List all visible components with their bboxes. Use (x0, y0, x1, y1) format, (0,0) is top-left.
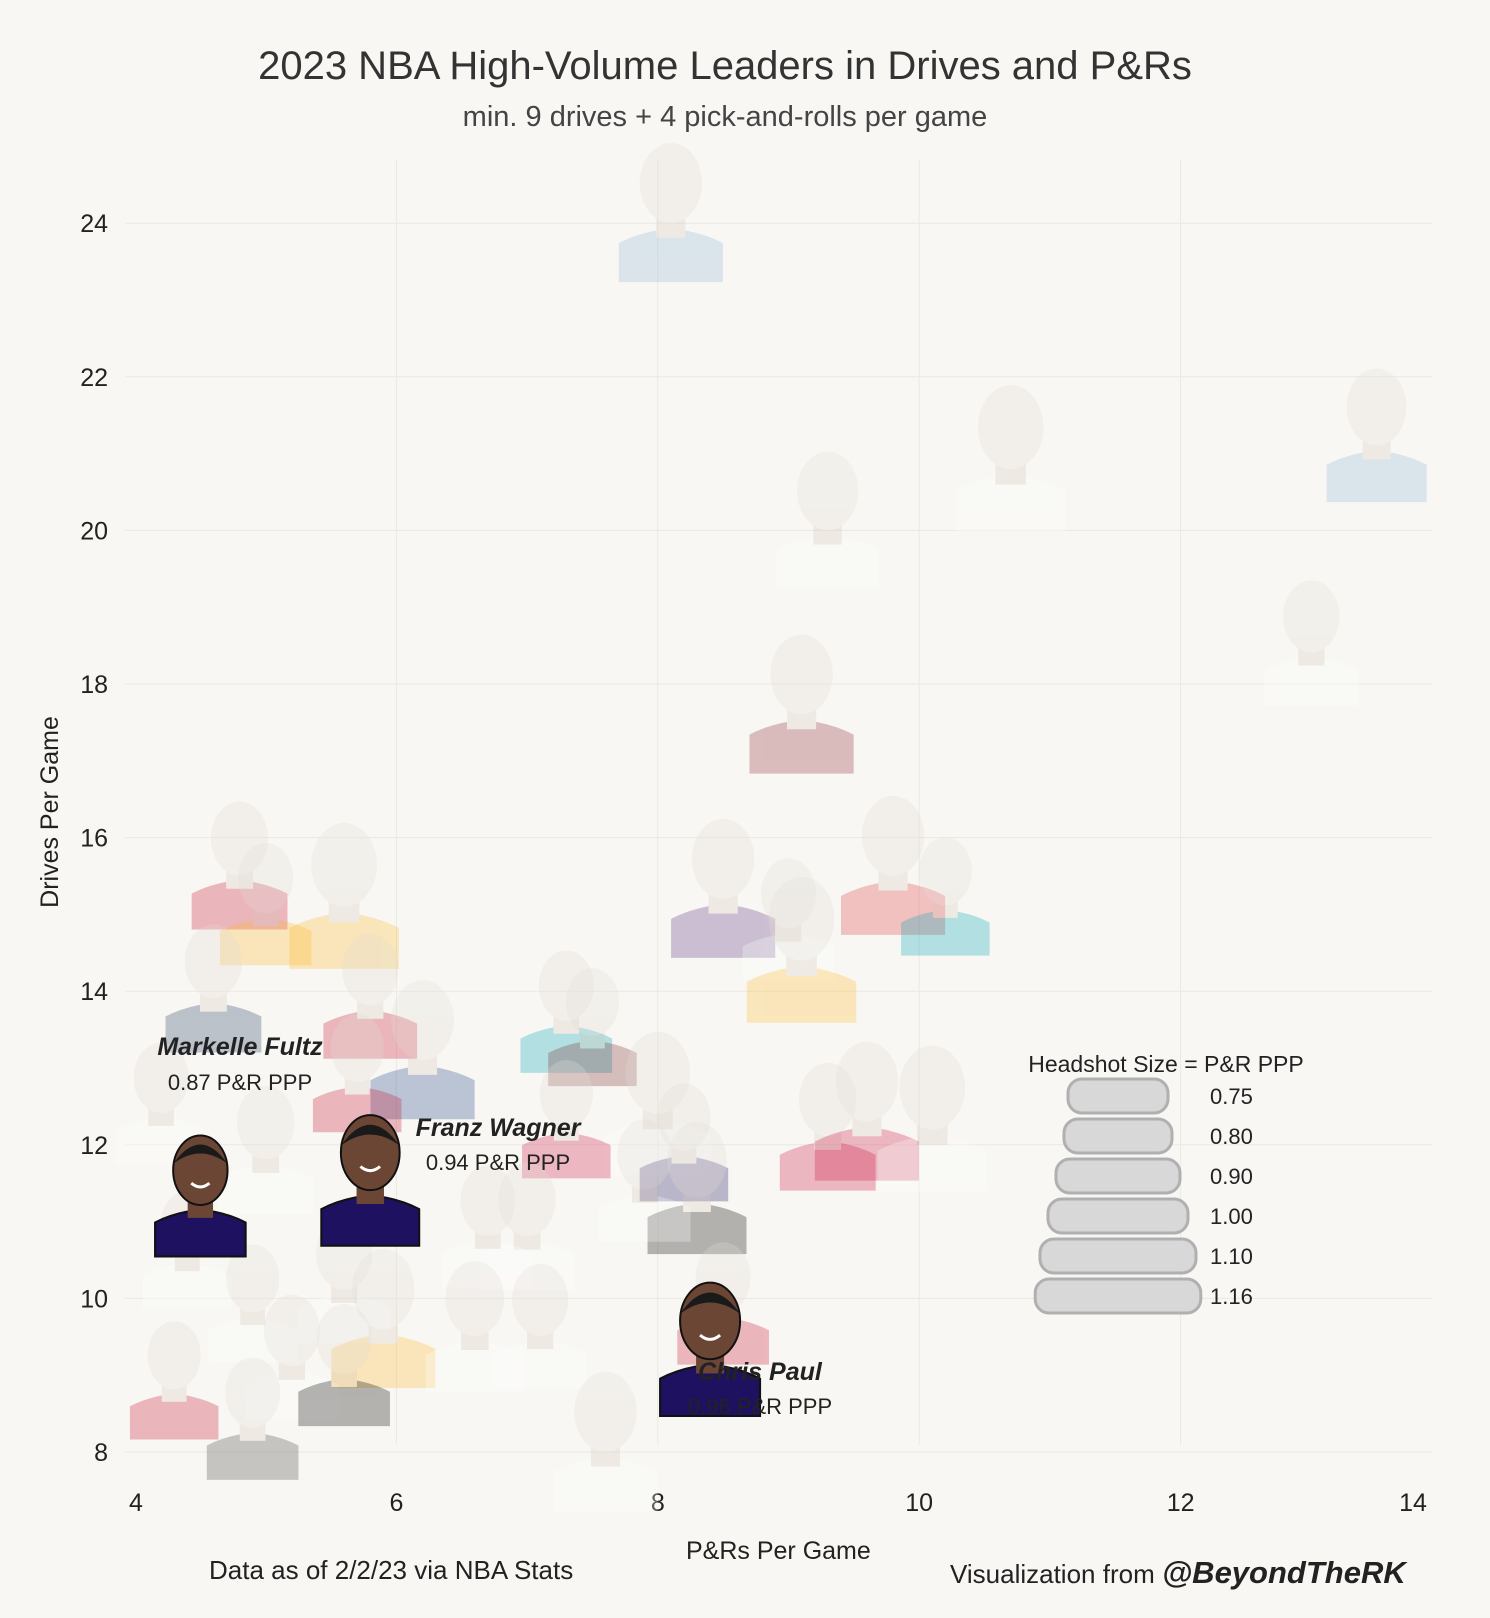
player-headshot (129, 1321, 219, 1440)
player-headshot (165, 924, 262, 1053)
credit-prefix: Visualization from (950, 1559, 1162, 1589)
player-headshot (749, 634, 854, 774)
player-headshot (779, 1062, 876, 1191)
player-ppp-label: 0.96 P&R PPP (688, 1394, 832, 1419)
legend-title: Headshot Size = P&R PPP (1028, 1051, 1304, 1077)
highlighted-player-headshot (154, 1134, 247, 1258)
player-headshot (323, 933, 418, 1059)
legend-item-label: 1.10 (1210, 1244, 1253, 1269)
player-headshot (1264, 580, 1359, 706)
y-tick-label: 10 (80, 1285, 108, 1313)
highlighted-player-headshot (320, 1114, 421, 1247)
player-ppp-label: 0.87 P&R PPP (168, 1070, 312, 1095)
credit-handle[interactable]: @BeyondTheRK (1161, 1555, 1406, 1590)
player-headshot (776, 451, 879, 588)
player-headshot (522, 1060, 611, 1179)
chart-title: 2023 NBA High-Volume Leaders in Drives a… (258, 44, 1192, 88)
y-tick-label: 22 (80, 364, 108, 392)
player-headshot (425, 1260, 524, 1392)
x-tick-label: 6 (389, 1489, 403, 1517)
y-tick-label: 14 (80, 978, 108, 1006)
x-axis-label: P&Rs Per Game (686, 1537, 871, 1565)
legend-size-swatch (1046, 1197, 1190, 1235)
player-headshot (520, 950, 613, 1073)
player-headshot (639, 1083, 729, 1202)
player-headshot (1326, 368, 1427, 503)
player-headshot (479, 1162, 576, 1291)
x-tick-label: 12 (1167, 1489, 1195, 1517)
x-tick-label: 14 (1399, 1489, 1427, 1517)
y-tick-label: 8 (94, 1439, 108, 1467)
player-headshot (208, 1244, 297, 1363)
player-headshot (671, 818, 776, 958)
highlighted-player-headshot (659, 1281, 762, 1418)
player-ppp-label: 0.94 P&R PPP (426, 1150, 570, 1175)
legend-item-label: 0.90 (1210, 1164, 1253, 1189)
x-tick-label: 10 (905, 1489, 933, 1517)
y-tick-label: 24 (80, 210, 108, 238)
player-headshot (331, 1248, 436, 1389)
y-tick-label: 18 (80, 671, 108, 699)
credit-line: Visualization from @BeyondTheRK (950, 1555, 1406, 1591)
legend-size-swatch (1038, 1237, 1198, 1275)
chart-subtitle: min. 9 drives + 4 pick-and-rolls per gam… (462, 101, 988, 133)
player-headshot (840, 795, 946, 935)
data-source-note: Data as of 2/2/23 via NBA Stats (209, 1555, 574, 1585)
y-tick-label: 20 (80, 517, 108, 545)
x-tick-label: 4 (129, 1489, 143, 1517)
player-headshot (219, 842, 312, 966)
legend-item-label: 1.16 (1210, 1284, 1253, 1309)
legend-item-label: 1.00 (1210, 1204, 1253, 1229)
legend-size-swatch (1062, 1117, 1174, 1155)
y-tick-label: 16 (80, 825, 108, 853)
y-tick-label: 12 (80, 1132, 108, 1160)
legend-item-label: 0.80 (1210, 1124, 1253, 1149)
player-headshot (877, 1045, 987, 1192)
legend-item-label: 0.75 (1210, 1084, 1253, 1109)
player-name-label: Markelle Fultz (157, 1033, 323, 1061)
player-headshot (244, 1294, 339, 1420)
player-headshot (604, 1031, 712, 1175)
legend-size-swatch (1033, 1277, 1203, 1315)
player-headshot (901, 837, 990, 956)
player-headshot (548, 967, 637, 1087)
player-headshot (956, 385, 1066, 532)
player-headshot (217, 1085, 314, 1214)
legend-size-swatch (1066, 1077, 1170, 1115)
player-name-label: Chris Paul (698, 1358, 823, 1386)
player-headshot (289, 822, 399, 969)
player-headshot (647, 1122, 747, 1255)
player-headshot (493, 1263, 588, 1390)
player-headshot (746, 876, 857, 1023)
player-headshot (115, 1042, 207, 1165)
player-headshot (553, 1371, 658, 1511)
player-headshot (442, 1165, 534, 1288)
player-headshot (298, 1303, 390, 1427)
player-headshot (206, 1357, 299, 1480)
player-headshot (598, 1119, 691, 1242)
player-headshot (814, 1041, 920, 1181)
player-name-label: Franz Wagner (416, 1114, 582, 1142)
player-headshot (191, 801, 288, 930)
player-headshot (370, 980, 475, 1120)
legend-size-swatch (1054, 1157, 1182, 1195)
y-axis-label: Drives Per Game (36, 716, 64, 908)
player-headshot (742, 858, 835, 981)
player-headshot (618, 143, 723, 283)
x-tick-label: 8 (651, 1489, 665, 1517)
